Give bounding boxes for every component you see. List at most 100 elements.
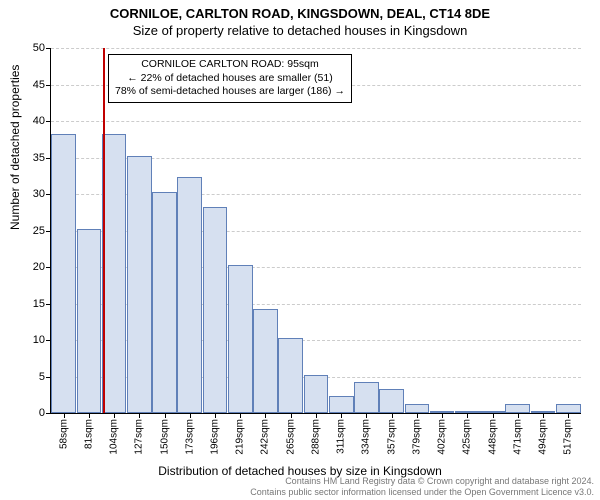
footer-line2: Contains public sector information licen… [250, 487, 594, 498]
ytick-mark [46, 194, 51, 195]
xtick-label: 402sqm [437, 419, 448, 455]
xtick-label: 334sqm [361, 419, 372, 455]
bar-slot: 58sqm [51, 48, 76, 413]
bar-slot: 334sqm [354, 48, 379, 413]
xtick-mark [467, 413, 468, 418]
ytick-mark [46, 231, 51, 232]
ytick-label: 15 [33, 298, 45, 310]
xtick-mark [139, 413, 140, 418]
bar [379, 389, 404, 413]
ytick-mark [46, 377, 51, 378]
xtick-label: 448sqm [487, 419, 498, 455]
annotation-box: CORNILOE CARLTON ROAD: 95sqm ← 22% of de… [108, 54, 352, 103]
bar [127, 156, 152, 414]
xtick-label: 196sqm [210, 419, 221, 455]
xtick-mark [114, 413, 115, 418]
annotation-line1: CORNILOE CARLTON ROAD: 95sqm [115, 58, 345, 72]
ytick-mark [46, 267, 51, 268]
chart-container: CORNILOE, CARLTON ROAD, KINGSDOWN, DEAL,… [0, 0, 600, 500]
footer-line1: Contains HM Land Registry data © Crown c… [250, 476, 594, 487]
bar-slot: 494sqm [530, 48, 555, 413]
bar [152, 192, 177, 413]
xtick-mark [341, 413, 342, 418]
xtick-mark [265, 413, 266, 418]
bar [228, 265, 253, 413]
bar-slot: 517sqm [556, 48, 581, 413]
bar [556, 404, 581, 413]
bar [354, 382, 379, 413]
xtick-label: 494sqm [538, 419, 549, 455]
ytick-label: 25 [33, 225, 45, 237]
ytick-label: 5 [39, 371, 45, 383]
xtick-label: 104sqm [109, 419, 120, 455]
xtick-label: 357sqm [386, 419, 397, 455]
xtick-label: 471sqm [512, 419, 523, 455]
bar [102, 134, 127, 413]
xtick-mark [366, 413, 367, 418]
xtick-mark [442, 413, 443, 418]
y-axis-label: Number of detached properties [8, 65, 22, 230]
bar [51, 134, 76, 413]
bar [304, 375, 329, 414]
xtick-mark [316, 413, 317, 418]
ytick-label: 50 [33, 42, 45, 54]
xtick-label: 379sqm [411, 419, 422, 455]
xtick-label: 150sqm [159, 419, 170, 455]
reference-line [103, 48, 105, 413]
xtick-mark [89, 413, 90, 418]
ytick-mark [46, 121, 51, 122]
ytick-mark [46, 48, 51, 49]
ytick-mark [46, 85, 51, 86]
xtick-label: 219sqm [235, 419, 246, 455]
title-line2: Size of property relative to detached ho… [0, 21, 600, 40]
bar [77, 229, 102, 414]
xtick-mark [190, 413, 191, 418]
xtick-label: 311sqm [336, 419, 347, 454]
bar-slot: 448sqm [480, 48, 505, 413]
ytick-label: 45 [33, 79, 45, 91]
chart-area: 58sqm81sqm104sqm127sqm150sqm173sqm196sqm… [50, 48, 580, 413]
xtick-label: 127sqm [134, 419, 145, 455]
xtick-mark [568, 413, 569, 418]
bar [253, 309, 278, 413]
xtick-label: 58sqm [58, 419, 69, 449]
bar [177, 177, 202, 413]
xtick-mark [493, 413, 494, 418]
bar-slot: 379sqm [404, 48, 429, 413]
xtick-mark [291, 413, 292, 418]
xtick-label: 81sqm [83, 419, 94, 449]
footer-attribution: Contains HM Land Registry data © Crown c… [250, 476, 594, 498]
xtick-label: 265sqm [285, 419, 296, 455]
ytick-label: 20 [33, 261, 45, 273]
bar [329, 396, 354, 413]
bar-slot: 471sqm [505, 48, 530, 413]
xtick-mark [64, 413, 65, 418]
xtick-label: 425sqm [462, 419, 473, 455]
bar [203, 207, 228, 413]
xtick-label: 242sqm [260, 419, 271, 455]
xtick-label: 173sqm [184, 419, 195, 455]
xtick-mark [165, 413, 166, 418]
bar [505, 404, 530, 413]
bar-slot: 425sqm [455, 48, 480, 413]
xtick-mark [240, 413, 241, 418]
xtick-mark [392, 413, 393, 418]
xtick-mark [543, 413, 544, 418]
ytick-label: 40 [33, 115, 45, 127]
ytick-label: 10 [33, 334, 45, 346]
ytick-label: 30 [33, 188, 45, 200]
ytick-mark [46, 304, 51, 305]
bar-slot: 402sqm [430, 48, 455, 413]
ytick-mark [46, 413, 51, 414]
bar [278, 338, 303, 413]
bar-slot: 81sqm [76, 48, 101, 413]
xtick-label: 517sqm [563, 419, 574, 455]
ytick-mark [46, 158, 51, 159]
annotation-line3: 78% of semi-detached houses are larger (… [115, 85, 345, 99]
bar [405, 404, 430, 413]
ytick-mark [46, 340, 51, 341]
xtick-mark [215, 413, 216, 418]
xtick-mark [417, 413, 418, 418]
bar-slot: 357sqm [379, 48, 404, 413]
ytick-label: 0 [39, 407, 45, 419]
